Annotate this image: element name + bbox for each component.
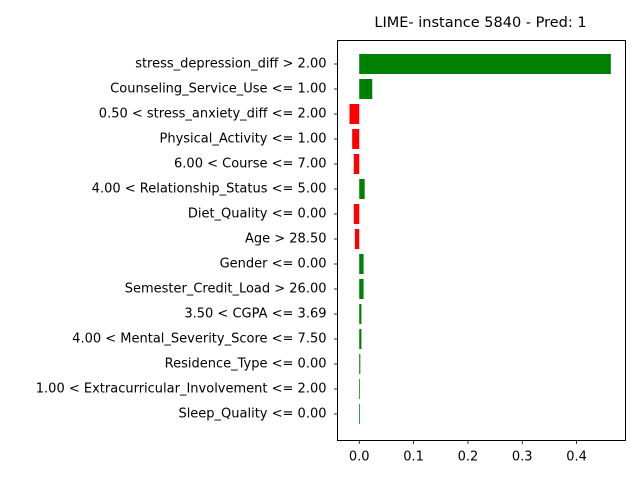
y-tick-label-3: Physical_Activity <= 1.00 (160, 132, 327, 147)
x-tick-label-1: 0.1 (403, 450, 424, 465)
y-tick-label-9: Semester_Credit_Load > 26.00 (125, 282, 327, 297)
x-tick-label-3: 0.3 (512, 450, 533, 465)
bar-13 (359, 379, 361, 399)
y-tick-label-13: 1.00 < Extracurricular_Involvement <= 2.… (36, 382, 327, 397)
y-tick-label-11: 4.00 < Mental_Severity_Score <= 7.50 (72, 332, 326, 347)
bars-group (349, 54, 611, 424)
y-tick-label-1: Counseling_Service_Use <= 1.00 (110, 82, 326, 97)
plot-area (337, 40, 626, 441)
bar-4 (353, 154, 360, 174)
bar-5 (359, 179, 365, 199)
x-tick-label-0: 0.0 (349, 450, 370, 465)
y-tick-labels: stress_depression_diff > 2.00 Counseling_… (36, 57, 338, 422)
bar-9 (359, 279, 364, 299)
bar-7 (354, 229, 360, 249)
chart-title: LIME- instance 5840 - Pred: 1 (374, 15, 586, 31)
y-tick-label-8: Gender <= 0.00 (220, 257, 327, 272)
y-tick-label-12: Residence_Type <= 0.00 (165, 357, 327, 372)
bar-12 (359, 354, 361, 374)
y-tick-label-2: 0.50 < stress_anxiety_diff <= 2.00 (99, 107, 327, 122)
y-tick-label-10: 3.50 < CGPA <= 3.69 (184, 307, 326, 322)
y-tick-label-7: Age > 28.50 (245, 232, 327, 247)
bar-10 (359, 304, 362, 324)
y-tick-label-4: 6.00 < Course <= 7.00 (174, 157, 326, 172)
bar-2 (349, 104, 360, 124)
bar-8 (359, 254, 364, 274)
bar-3 (352, 129, 360, 149)
bar-0 (359, 54, 611, 74)
y-tick-label-6: Diet_Quality <= 0.00 (188, 207, 327, 222)
y-tick-label-5: 4.00 < Relationship_Status <= 5.00 (92, 182, 327, 197)
bar-6 (353, 204, 360, 224)
x-axis-ticks: 0.0 0.1 0.2 0.3 0.4 (349, 440, 587, 465)
x-tick-label-2: 0.2 (458, 450, 479, 465)
x-tick-label-4: 0.4 (566, 450, 587, 465)
y-tick-label-14: Sleep_Quality <= 0.00 (178, 407, 326, 422)
bar-14 (359, 404, 361, 424)
bar-11 (359, 329, 362, 349)
y-tick-label-0: stress_depression_diff > 2.00 (135, 57, 326, 72)
bar-1 (359, 79, 373, 99)
